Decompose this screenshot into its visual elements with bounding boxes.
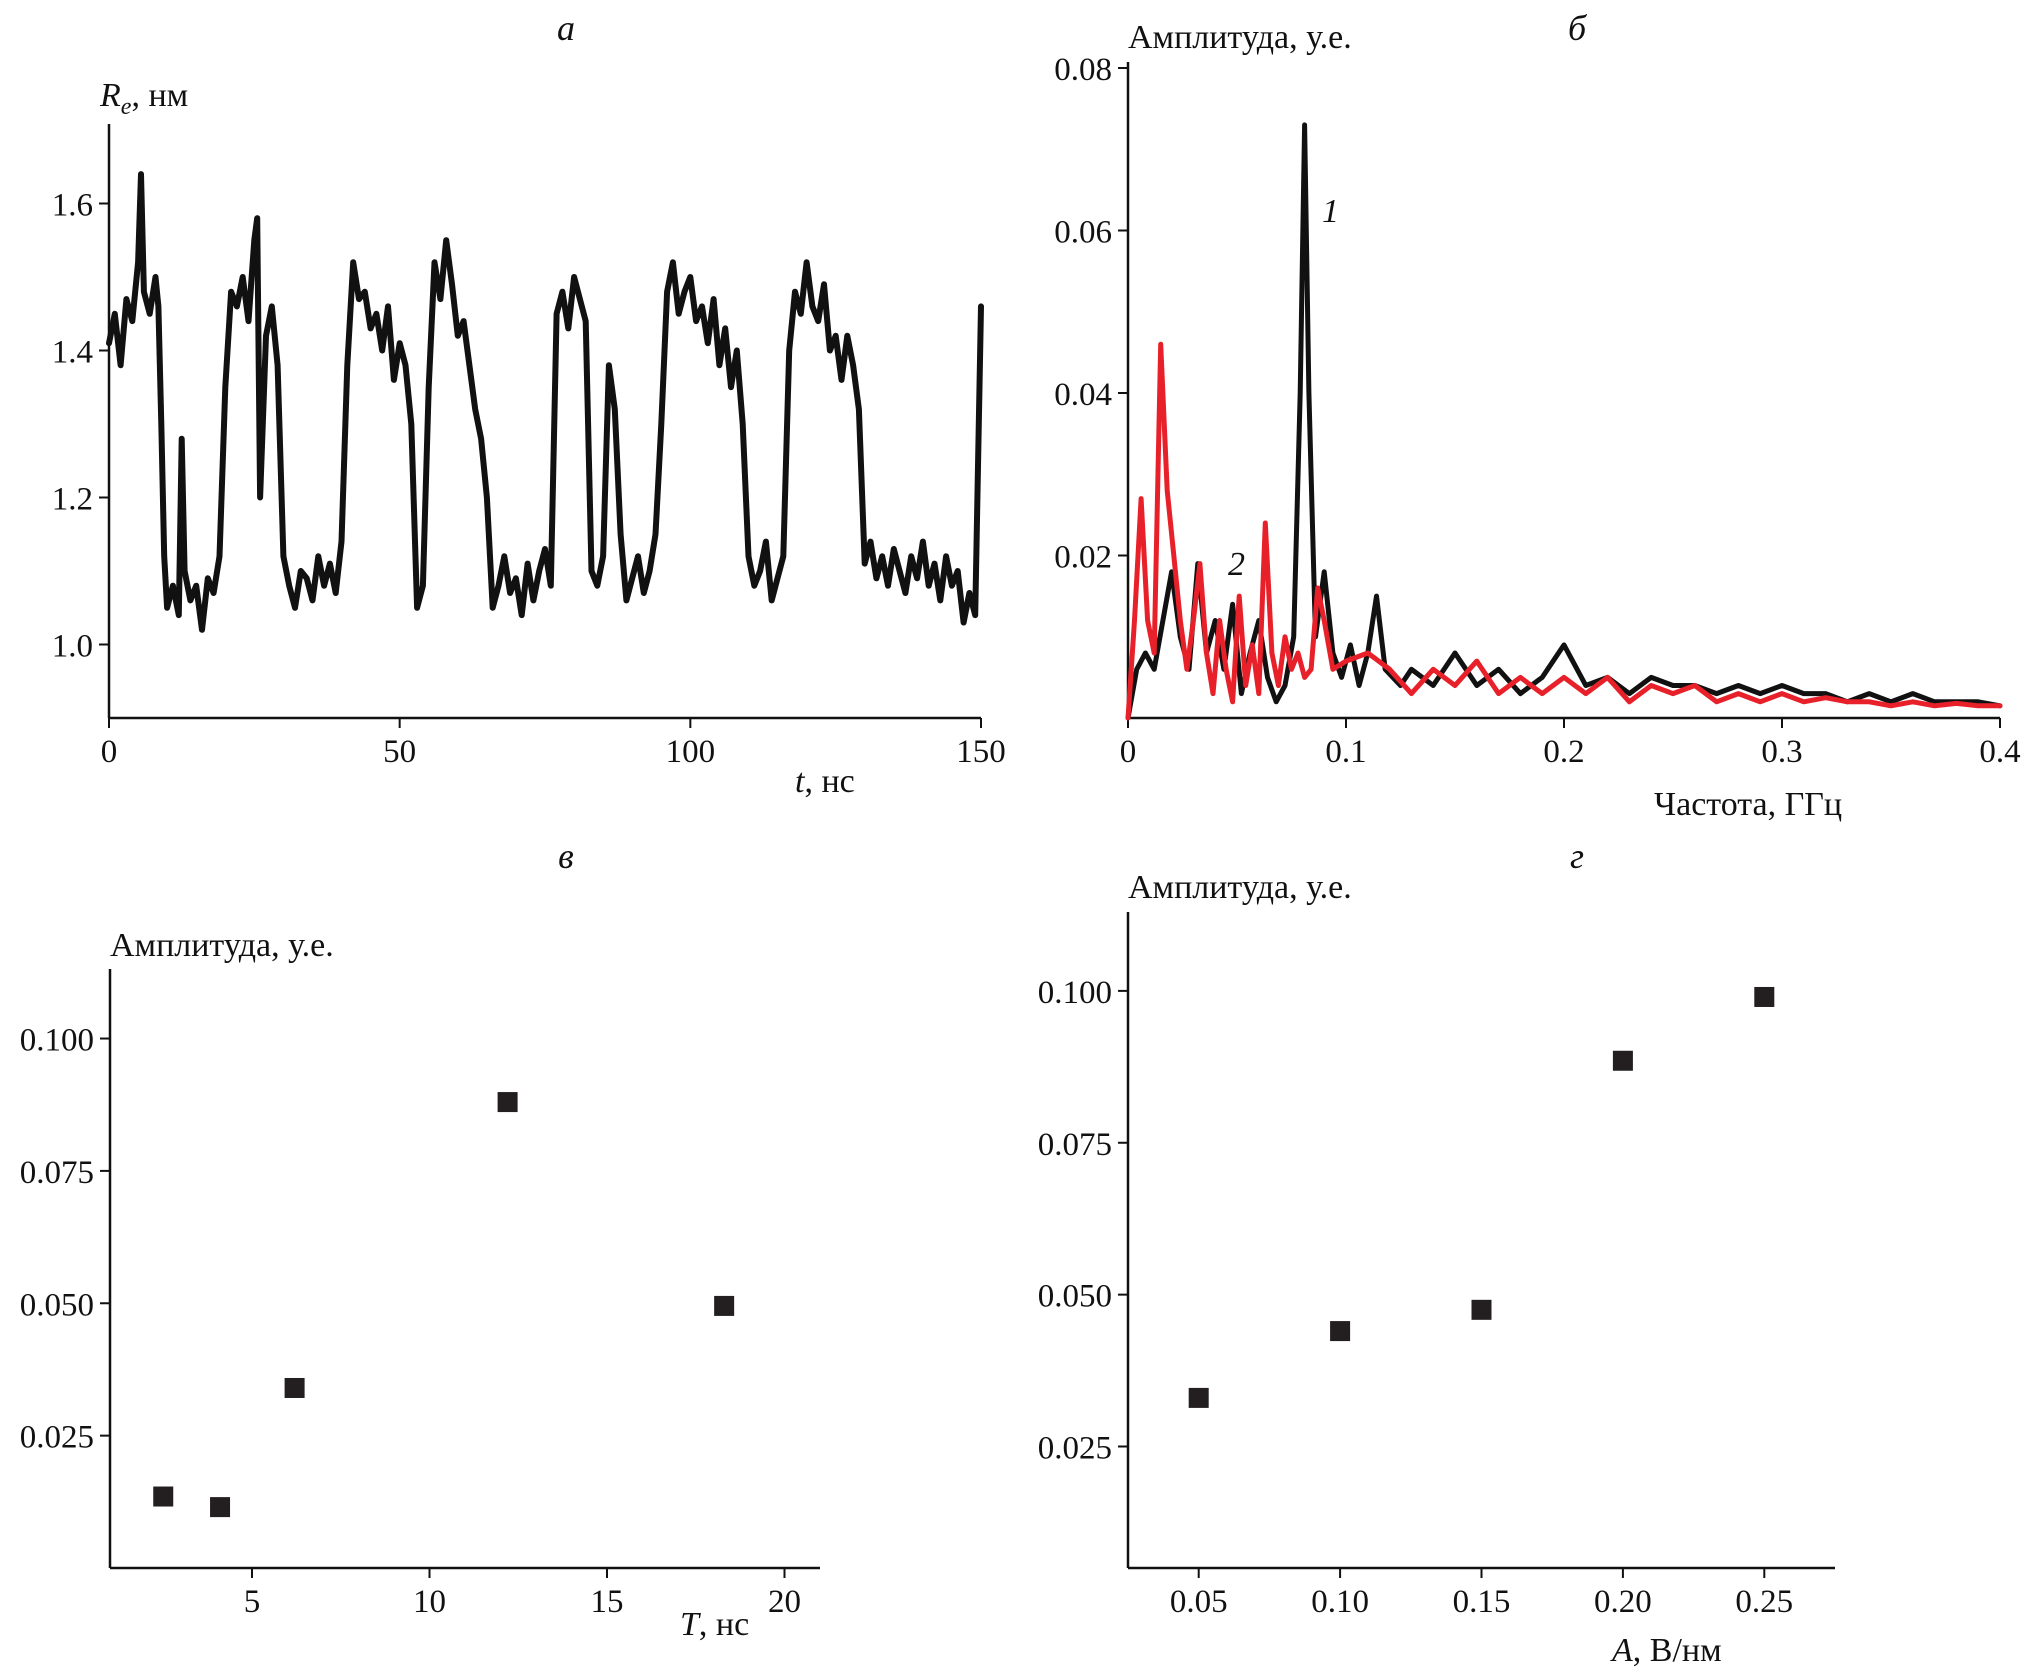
panel-v-data-point: [714, 1295, 735, 1316]
panel-v-x-tick-label: 15: [591, 1584, 624, 1620]
panel-v-y-tick-label: 0.075: [20, 1155, 94, 1191]
panel-g-data-point: [1612, 1050, 1633, 1071]
panel-a-x-tick-label: 0: [101, 734, 118, 770]
panel-a-x-tick-label: 50: [383, 734, 416, 770]
panel-a-series-1-line: [106, 171, 984, 633]
panel-a-y-tick-label: 1.6: [52, 188, 93, 224]
panel-b-x-tick-label: 0.4: [1979, 734, 2020, 770]
panel-a-x-tick-label: 100: [666, 734, 716, 770]
panel-a-x-tick-label: 150: [956, 734, 1006, 770]
panel-g-y-tick-label: 0.050: [1038, 1279, 1112, 1315]
panel-g-x-tick-label: 0.10: [1311, 1584, 1369, 1620]
panel-v-xlabel: T, нс: [680, 1606, 749, 1643]
panel-b-ylabel: Амплитуда, у.е.: [1128, 19, 1352, 56]
panel-b-x-tick-label: 0.1: [1325, 734, 1366, 770]
panel-b-series-1-line: [1125, 122, 2003, 721]
panel-v-data-point: [497, 1092, 518, 1113]
panel-v-x-tick-label: 5: [244, 1584, 261, 1620]
panel-g-ylabel: Амплитуда, у.е.: [1128, 869, 1352, 906]
panel-b-x-tick-label: 0: [1120, 734, 1137, 770]
panel-v-data-point: [153, 1486, 174, 1507]
panel-g-xlabel: A, В/нм: [1610, 1632, 1722, 1669]
panel-b-series-2-line: [1125, 341, 2003, 721]
panel-b-y-tick-label: 0.08: [1054, 52, 1112, 88]
panel-b-series1-label: 1: [1322, 193, 1339, 230]
panel-a-letter: а: [557, 8, 575, 48]
panel-v-y-tick-label: 0.050: [20, 1287, 94, 1323]
panel-b-y-tick-label: 0.04: [1054, 377, 1112, 413]
panel-b-series2-label: 2: [1228, 546, 1245, 583]
panel-g-data-point: [1471, 1299, 1492, 1320]
panel-a-y-tick-label: 1.0: [52, 629, 93, 665]
panel-v-data-point: [284, 1377, 305, 1398]
panel-g-data-point: [1330, 1321, 1351, 1342]
panel-v-y-tick-label: 0.100: [20, 1023, 94, 1059]
panel-g-y-tick-label: 0.075: [1038, 1127, 1112, 1163]
panel-g-x-tick-label: 0.15: [1453, 1584, 1511, 1620]
panel-g-letter: г: [1570, 836, 1584, 876]
panel-v-x-tick-label: 10: [413, 1584, 446, 1620]
panel-g-x-tick-label: 0.20: [1594, 1584, 1652, 1620]
panel-v-x-tick-label: 20: [768, 1584, 801, 1620]
panel-g-data-point: [1754, 986, 1775, 1007]
panel-a-y-tick-label: 1.2: [52, 482, 93, 518]
panel-g-x-tick-label: 0.05: [1170, 1584, 1228, 1620]
panel-b-y-tick-label: 0.06: [1054, 215, 1112, 251]
panel-a-ylabel: Re, нм: [99, 77, 188, 120]
panel-b-y-tick-label: 0.02: [1054, 540, 1112, 576]
panel-v-ylabel: Амплитуда, у.е.: [110, 927, 334, 964]
panel-g-x-tick-label: 0.25: [1735, 1584, 1793, 1620]
panel-b-x-tick-label: 0.2: [1543, 734, 1584, 770]
panel-b-x-tick-label: 0.3: [1761, 734, 1802, 770]
panel-a-y-tick-label: 1.4: [52, 335, 93, 371]
panel-v-data-point: [210, 1497, 231, 1518]
panel-v-y-tick-label: 0.025: [20, 1420, 94, 1456]
panel-v-letter: в: [558, 836, 574, 876]
panel-b-xlabel: Частота, ГГц: [1654, 786, 1842, 823]
panel-g-y-tick-label: 0.100: [1038, 975, 1112, 1011]
panel-b-letter: б: [1568, 8, 1588, 48]
panel-g-y-tick-label: 0.025: [1038, 1431, 1112, 1467]
panel-g-data-point: [1188, 1387, 1209, 1408]
panel-a-xlabel: t, нс: [795, 763, 855, 800]
